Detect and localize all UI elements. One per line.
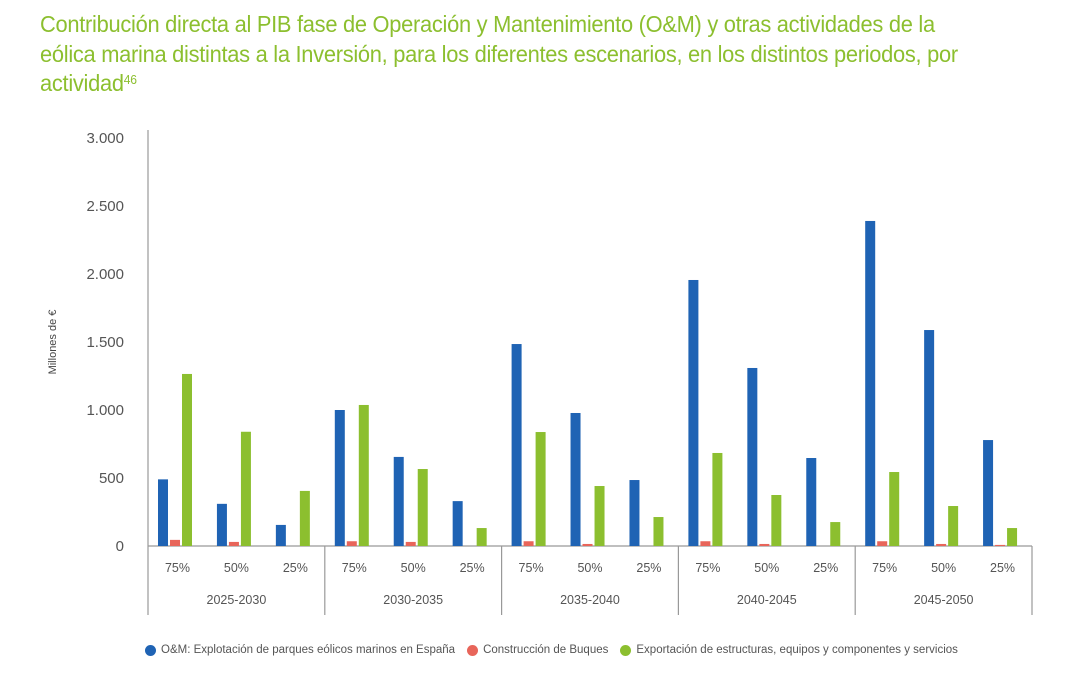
period-label: 2025-2030: [207, 593, 267, 607]
bar: [688, 279, 699, 546]
bar: [995, 544, 1006, 546]
legend-label: Construcción de Buques: [483, 644, 609, 656]
bar: [712, 452, 723, 546]
bar: [523, 541, 534, 546]
chart-title: Contribución directa al PIB fase de Oper…: [40, 10, 970, 99]
bar: [511, 344, 522, 546]
bar: [275, 524, 286, 546]
bar: [228, 541, 239, 546]
bar: [570, 412, 581, 546]
bar: [830, 522, 841, 546]
title-footnote: 46: [123, 72, 137, 87]
scenario-label: 75%: [342, 561, 367, 575]
legend-item: O&M: Explotación de parques eólicos mari…: [145, 644, 455, 656]
bar: [1007, 528, 1018, 546]
y-tick-label: 1.000: [86, 402, 124, 419]
bar: [771, 495, 782, 546]
bar: [877, 541, 888, 546]
chart-title-text: Contribución directa al PIB fase de Oper…: [40, 11, 958, 96]
bar: [948, 506, 959, 546]
bar: [865, 220, 876, 546]
bar: [358, 404, 369, 546]
bar: [759, 543, 770, 546]
legend-dot-icon: [467, 644, 479, 656]
y-axis-label: Millones de €: [47, 310, 59, 375]
bar: [594, 486, 605, 546]
scenario-label: 25%: [283, 561, 308, 575]
scenario-label: 50%: [401, 561, 426, 575]
bar: [582, 543, 593, 546]
legend-dot-icon: [145, 644, 156, 656]
scenario-label: 75%: [695, 561, 720, 575]
bar: [182, 373, 192, 546]
bar: [216, 503, 227, 546]
bar: [983, 440, 994, 546]
bar: [158, 479, 168, 546]
bar: [936, 543, 947, 546]
bar: [393, 456, 404, 546]
legend-label: Exportación de estructuras, equipos y co…: [636, 644, 958, 656]
bar: [629, 480, 640, 546]
legend-label: O&M: Explotación de parques eólicos mari…: [161, 644, 456, 656]
bar: [346, 541, 357, 546]
bar: [334, 410, 345, 546]
period-label: 2040-2045: [737, 593, 797, 607]
scenario-label: 50%: [931, 561, 956, 575]
bar: [170, 539, 180, 546]
bar: [653, 517, 664, 546]
scenario-label: 25%: [460, 561, 485, 575]
legend-item: Construcción de Buques: [467, 644, 608, 656]
scenario-label: 25%: [990, 561, 1015, 575]
period-label: 2035-2040: [560, 593, 620, 607]
scenario-label: 75%: [165, 561, 190, 575]
bar: [240, 431, 251, 546]
bar: [747, 367, 758, 546]
bar: [924, 330, 935, 546]
bar: [700, 541, 711, 546]
legend-item: Exportación de estructuras, equipos y co…: [620, 644, 958, 656]
bar: [452, 501, 463, 546]
scenario-label: 75%: [872, 561, 897, 575]
bar: [889, 472, 900, 546]
bar: [535, 432, 546, 546]
legend-dot-icon: [620, 644, 632, 656]
bar: [476, 528, 487, 546]
y-tick-label: 0: [116, 538, 124, 555]
y-tick-label: 1.500: [86, 334, 124, 351]
scenario-label: 75%: [519, 561, 544, 575]
scenario-label: 50%: [224, 561, 249, 575]
period-label: 2030-2035: [383, 593, 443, 607]
bar: [405, 541, 416, 546]
scenario-label: 25%: [813, 561, 838, 575]
scenario-label: 50%: [754, 561, 779, 575]
scenario-label: 25%: [636, 561, 661, 575]
y-tick-label: 3.000: [86, 130, 124, 147]
y-tick-label: 2.000: [86, 266, 124, 283]
scenario-label: 50%: [577, 561, 602, 575]
y-tick-label: 2.500: [86, 198, 124, 215]
bar: [417, 469, 428, 546]
legend: O&M: Explotación de parques eólicos mari…: [145, 644, 958, 656]
bar: [806, 458, 817, 546]
y-tick-label: 500: [99, 470, 124, 487]
period-label: 2045-2050: [914, 593, 974, 607]
bar: [299, 490, 310, 546]
